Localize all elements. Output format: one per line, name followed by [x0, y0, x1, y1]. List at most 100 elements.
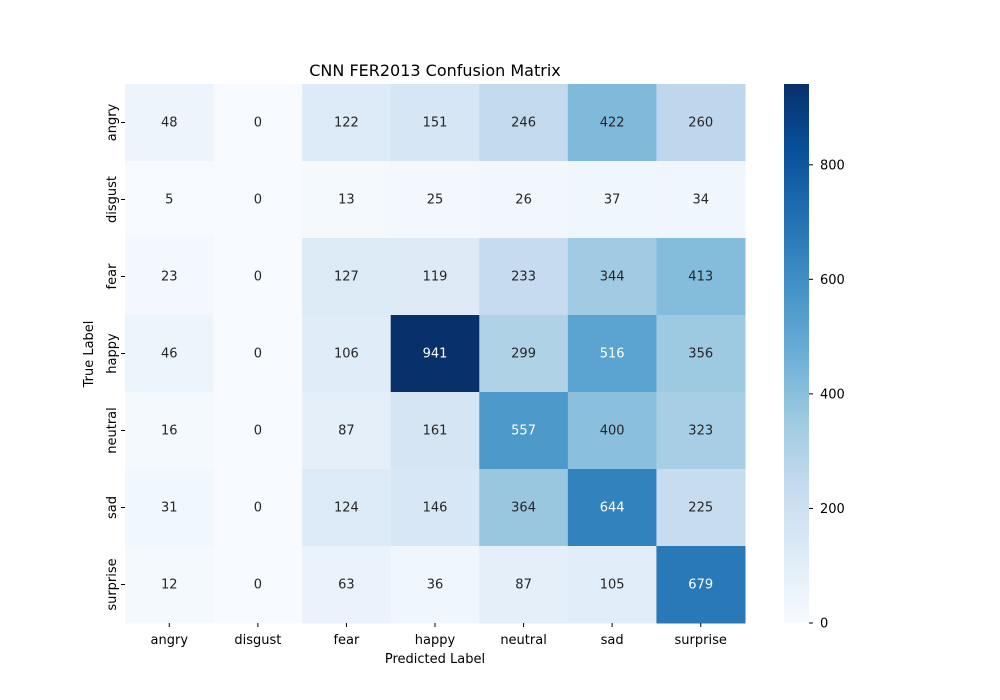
- y-axis-label: True Label: [82, 321, 97, 389]
- cell-value-label: 246: [511, 116, 536, 131]
- heatmap-cell: [479, 315, 569, 393]
- colorbar-ticks: 0 200 400 600 800: [809, 158, 845, 632]
- colorbar-tick-label: 200: [820, 502, 845, 517]
- cell-value-label: 356: [688, 347, 713, 362]
- y-tick-label: disgust: [105, 176, 120, 223]
- heatmap-cell: [302, 546, 392, 624]
- heatmap-cell: [125, 238, 215, 316]
- heatmap-cell: [302, 469, 392, 547]
- heatmap-cell: [125, 161, 215, 239]
- cell-value-label: 105: [600, 578, 625, 593]
- cell-value-label: 0: [254, 347, 262, 362]
- y-tick-label: sad: [105, 496, 120, 519]
- y-tick-label: fear: [105, 263, 120, 290]
- cell-value-label: 233: [511, 270, 536, 285]
- heatmap-cell: [567, 161, 657, 239]
- heatmap-cell: [213, 469, 303, 547]
- x-tick-label: neutral: [500, 633, 547, 648]
- y-axis: angry disgust fear happy neutral sad surprise: [105, 103, 125, 611]
- cell-value-label: 323: [688, 424, 713, 439]
- cell-value-label: 13: [338, 193, 355, 208]
- heatmap-cell: [302, 238, 392, 316]
- cell-value-label: 260: [688, 116, 713, 131]
- cell-value-label: 12: [161, 578, 178, 593]
- cell-value-label: 34: [692, 193, 709, 208]
- cell-value-label: 124: [334, 501, 359, 516]
- cell-value-label: 151: [423, 116, 448, 131]
- heatmap-cells: [125, 84, 746, 624]
- x-tick-label: fear: [333, 633, 360, 648]
- heatmap-cell: [656, 238, 746, 316]
- heatmap-cell: [479, 469, 569, 547]
- cell-value-label: 16: [161, 424, 178, 439]
- heatmap-cell: [302, 315, 392, 393]
- heatmap-cell: [213, 546, 303, 624]
- heatmap-cell: [390, 84, 480, 162]
- cell-value-label: 161: [423, 424, 448, 439]
- cell-value-label: 0: [254, 193, 262, 208]
- heatmap-cell: [390, 238, 480, 316]
- heatmap-cell: [567, 546, 657, 624]
- cell-value-label: 31: [161, 501, 178, 516]
- heatmap-cell: [479, 84, 569, 162]
- heatmap-cell: [390, 161, 480, 239]
- cell-value-label: 119: [423, 270, 448, 285]
- cell-value-label: 400: [600, 424, 625, 439]
- heatmap-cell: [656, 161, 746, 239]
- colorbar-tick-label: 800: [820, 158, 845, 173]
- heatmap-cell: [656, 84, 746, 162]
- cell-value-label: 5: [165, 193, 173, 208]
- cell-value-label: 644: [600, 501, 625, 516]
- cell-value-label: 48: [161, 116, 178, 131]
- cell-value-label: 87: [338, 424, 355, 439]
- cell-value-label: 37: [604, 193, 621, 208]
- heatmap-cell: [567, 84, 657, 162]
- heatmap-cell: [302, 392, 392, 470]
- heatmap-cell: [567, 392, 657, 470]
- cell-value-label: 106: [334, 347, 359, 362]
- cell-value-label: 299: [511, 347, 536, 362]
- heatmap-cell: [302, 161, 392, 239]
- heatmap-cell: [213, 238, 303, 316]
- cell-value-label: 0: [254, 270, 262, 285]
- heatmap-cell: [479, 161, 569, 239]
- cell-value-label: 422: [600, 116, 625, 131]
- y-tick-label: neutral: [105, 407, 120, 454]
- cell-value-label: 23: [161, 270, 178, 285]
- colorbar-tick-label: 600: [820, 273, 845, 288]
- heatmap-cell: [125, 546, 215, 624]
- cell-value-label: 225: [688, 501, 713, 516]
- heatmap-cell: [125, 315, 215, 393]
- cell-value-label: 941: [423, 347, 448, 362]
- heatmap-cell: [125, 392, 215, 470]
- heatmap-cell: [567, 238, 657, 316]
- cell-value-label: 146: [423, 501, 448, 516]
- heatmap-cell: [567, 315, 657, 393]
- heatmap-cell: [390, 546, 480, 624]
- cell-value-label: 25: [427, 193, 444, 208]
- heatmap-cell: [656, 392, 746, 470]
- heatmap-cell: [213, 392, 303, 470]
- colorbar: [784, 84, 809, 623]
- heatmap-cell: [479, 238, 569, 316]
- heatmap-cell: [567, 469, 657, 547]
- cell-value-label: 0: [254, 424, 262, 439]
- heatmap-cell: [302, 84, 392, 162]
- heatmap-cell: [213, 161, 303, 239]
- x-axis-label: Predicted Label: [385, 652, 485, 667]
- heatmap-cell: [390, 315, 480, 393]
- cell-value-label: 344: [600, 270, 625, 285]
- cell-value-label: 122: [334, 116, 359, 131]
- y-tick-label: happy: [105, 333, 120, 374]
- x-axis: angry disgust fear happy neutral sad surprise: [151, 623, 727, 648]
- cell-value-label: 46: [161, 347, 178, 362]
- cell-value-label: 0: [254, 578, 262, 593]
- cell-value-label: 413: [688, 270, 713, 285]
- heatmap-cell: [125, 469, 215, 547]
- chart-title: CNN FER2013 Confusion Matrix: [309, 61, 560, 80]
- heatmap-cell: [479, 392, 569, 470]
- cell-value-label: 87: [515, 578, 532, 593]
- y-tick-label: angry: [105, 103, 120, 141]
- cell-value-label: 679: [688, 578, 713, 593]
